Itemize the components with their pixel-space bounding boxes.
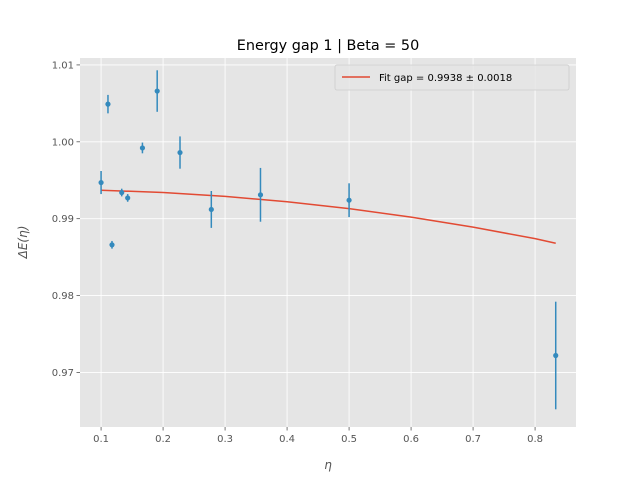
data-point [257,192,264,198]
data-point [208,206,214,213]
axes: 0.1 0.2 0.3 0.4 0.5 0.6 0.7 0.8 0.97 0.98 0.99 1.00… [52,60,543,445]
x-axis-label: η [324,458,332,472]
legend-box [334,64,570,91]
data-point [125,195,131,201]
legend-label: Fit gap = 0.9938 ± 0.0018 [379,73,512,84]
x-tick-label: 0.2 [155,434,171,445]
data-points-layer [98,70,559,410]
data-point [98,179,104,186]
data-point [109,242,115,248]
x-tick-label: 0.1 [93,434,109,445]
data-point [177,149,183,156]
x-tick-label: 0.5 [341,434,357,445]
data-point [553,352,559,359]
y-tick-label: 1.00 [52,137,74,148]
y-tick-label: 0.98 [52,291,74,302]
y-tick-label: 1.01 [52,60,74,71]
y-tick-label: 0.97 [52,368,74,379]
x-tick-label: 0.4 [279,434,295,445]
data-point [154,88,160,94]
data-point [139,145,146,151]
x-tick-label: 0.7 [465,434,481,445]
x-tick-label: 0.8 [527,434,543,445]
y-tick-label: 0.99 [52,214,74,225]
x-tick-label: 0.6 [403,434,419,445]
data-point [346,197,352,203]
plot-area [80,58,576,427]
data-point [119,189,125,196]
y-axis-label: ΔE(η) [16,226,30,260]
legend: Fit gap = 0.9938 ± 0.0018 [334,64,570,91]
x-tick-label: 0.3 [217,434,233,445]
grid [80,58,576,427]
data-point [105,101,111,107]
chart-title: Energy gap 1 | Beta = 50 [237,38,419,54]
